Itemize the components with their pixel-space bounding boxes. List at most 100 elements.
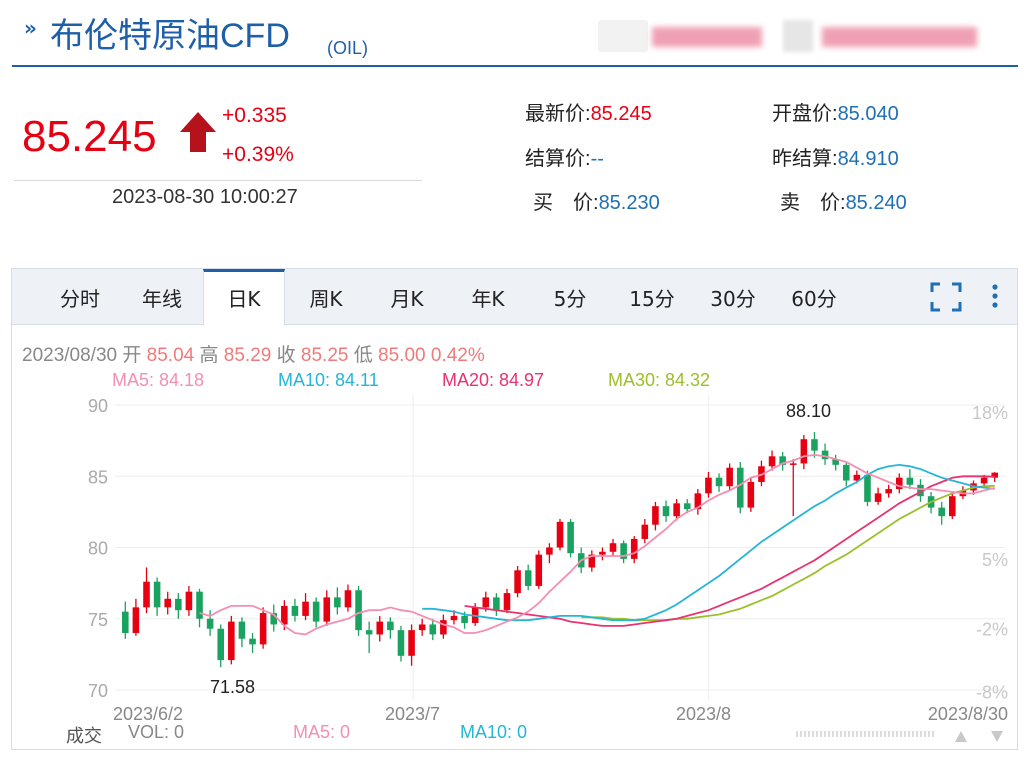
- field-settle: 结算价:--: [525, 142, 604, 171]
- candle-up: [482, 597, 490, 608]
- high-point-label: 88.10: [786, 401, 831, 421]
- volume-ma5: MA5: 0: [293, 722, 351, 742]
- candle-up: [503, 593, 511, 611]
- chart-panel: [11, 268, 1018, 750]
- x-tick-label: 2023/8: [676, 704, 731, 724]
- candle-down: [270, 613, 278, 625]
- pct-tick-label: 5%: [982, 550, 1008, 570]
- scroll-down-icon: [991, 731, 1003, 742]
- tab-year-line[interactable]: 年线: [142, 287, 182, 311]
- open-label: 开: [122, 345, 142, 366]
- tab-weekly-k[interactable]: 周K: [309, 287, 343, 311]
- blurred-text: [822, 27, 977, 47]
- high-label: 高: [199, 345, 219, 366]
- field-value: 84.910: [837, 148, 899, 170]
- field-value: 85.040: [837, 103, 899, 125]
- candle-up: [599, 551, 606, 555]
- pct-tick-label: -8%: [976, 682, 1008, 702]
- candle-up: [418, 624, 426, 631]
- candle-down: [736, 467, 744, 508]
- candle-down: [196, 591, 203, 619]
- ma20-legend: MA20: 84.97: [442, 370, 545, 390]
- fullscreen-icon[interactable]: [930, 282, 962, 312]
- tab-15min[interactable]: 15分: [629, 287, 675, 311]
- candle-up: [800, 439, 808, 464]
- field-value: 85.245: [590, 103, 652, 125]
- tab-5min[interactable]: 5分: [553, 287, 587, 311]
- candle-down: [524, 570, 532, 586]
- candle-down: [493, 597, 500, 611]
- candle-up: [344, 590, 352, 608]
- x-tick-label: 2023/8/30: [928, 704, 1008, 724]
- last-price: 85.245: [22, 112, 157, 161]
- candle-down: [217, 628, 225, 661]
- candle-up: [853, 474, 861, 481]
- change-pct: 0.42%: [430, 345, 485, 366]
- candle-up: [641, 524, 649, 539]
- candle-down: [397, 630, 405, 656]
- volume-ma10: MA10: 0: [460, 722, 528, 742]
- scroll-up-icon: [955, 731, 967, 742]
- candle-up: [228, 621, 235, 661]
- candle-down: [779, 456, 786, 465]
- tab-monthly-k[interactable]: 月K: [390, 287, 424, 311]
- candle-up: [408, 630, 415, 656]
- page-header: » 布伦特原油CFD (OIL): [0, 0, 1024, 68]
- ohlc-summary: 2023/08/30 开 85.04 高 85.29 收 85.25 低 85.…: [22, 340, 485, 367]
- field-open: 开盘价:85.040: [772, 97, 899, 126]
- candle-down: [312, 601, 320, 622]
- candle-up: [259, 613, 267, 645]
- candle-up: [949, 496, 956, 517]
- candle-up: [556, 521, 564, 548]
- x-tick-label: 2023/6/2: [113, 704, 183, 724]
- ma5-line: [199, 453, 995, 636]
- candle-up: [652, 506, 659, 525]
- candle-up: [747, 481, 755, 508]
- high-value: 85.29: [223, 345, 272, 366]
- more-vertical-icon[interactable]: [985, 282, 1005, 312]
- tab-yearly-k[interactable]: 年K: [471, 287, 505, 311]
- blurred-logo: [598, 20, 648, 52]
- volume-value: VOL: 0: [128, 722, 185, 742]
- candle-down: [461, 615, 468, 624]
- candle-down: [811, 439, 818, 451]
- tab-daily-k[interactable]: 日K: [203, 269, 285, 326]
- candle-up: [546, 547, 553, 555]
- field-label: 开盘价:: [772, 103, 838, 125]
- y-tick-label: 70: [88, 681, 108, 701]
- candle-down: [917, 484, 924, 497]
- up-arrow-icon: [180, 112, 216, 152]
- candle-down: [620, 543, 627, 559]
- instrument-code: (OIL): [327, 38, 369, 58]
- quote-timestamp: 2023-08-30 10:00:27: [112, 186, 298, 208]
- tab-60min[interactable]: 60分: [791, 287, 837, 311]
- low-point-label: 71.58: [210, 677, 255, 697]
- candle-up: [726, 467, 733, 487]
- candle-down: [715, 477, 723, 487]
- candle-up: [609, 543, 617, 552]
- field-bid: 买 价:85.230: [533, 186, 660, 215]
- pct-tick-label: 18%: [972, 403, 1008, 423]
- ma20-line: [464, 475, 995, 627]
- candle-down: [122, 611, 129, 633]
- ma30-legend: MA30: 84.32: [608, 370, 711, 390]
- y-tick-label: 90: [88, 396, 108, 416]
- ma5-legend: MA5: 84.18: [112, 370, 205, 390]
- candle-down: [938, 507, 945, 517]
- candle-down: [429, 624, 437, 635]
- candle-up: [991, 472, 998, 478]
- low-value: 85.00: [378, 345, 426, 366]
- candle-up: [281, 605, 288, 625]
- tab-30min[interactable]: 30分: [710, 287, 756, 311]
- field-ask: 卖 价:85.240: [780, 186, 907, 215]
- price-divider: [14, 180, 422, 181]
- candle-up: [302, 601, 309, 616]
- candle-down: [821, 450, 829, 460]
- ma10-line: [422, 463, 995, 622]
- candle-up: [164, 598, 171, 608]
- tab-intraday[interactable]: 分时: [60, 287, 100, 311]
- field-value: --: [590, 148, 604, 170]
- candle-up: [143, 581, 150, 608]
- ma10-legend: MA10: 84.11: [278, 370, 379, 390]
- candle-down: [365, 630, 373, 635]
